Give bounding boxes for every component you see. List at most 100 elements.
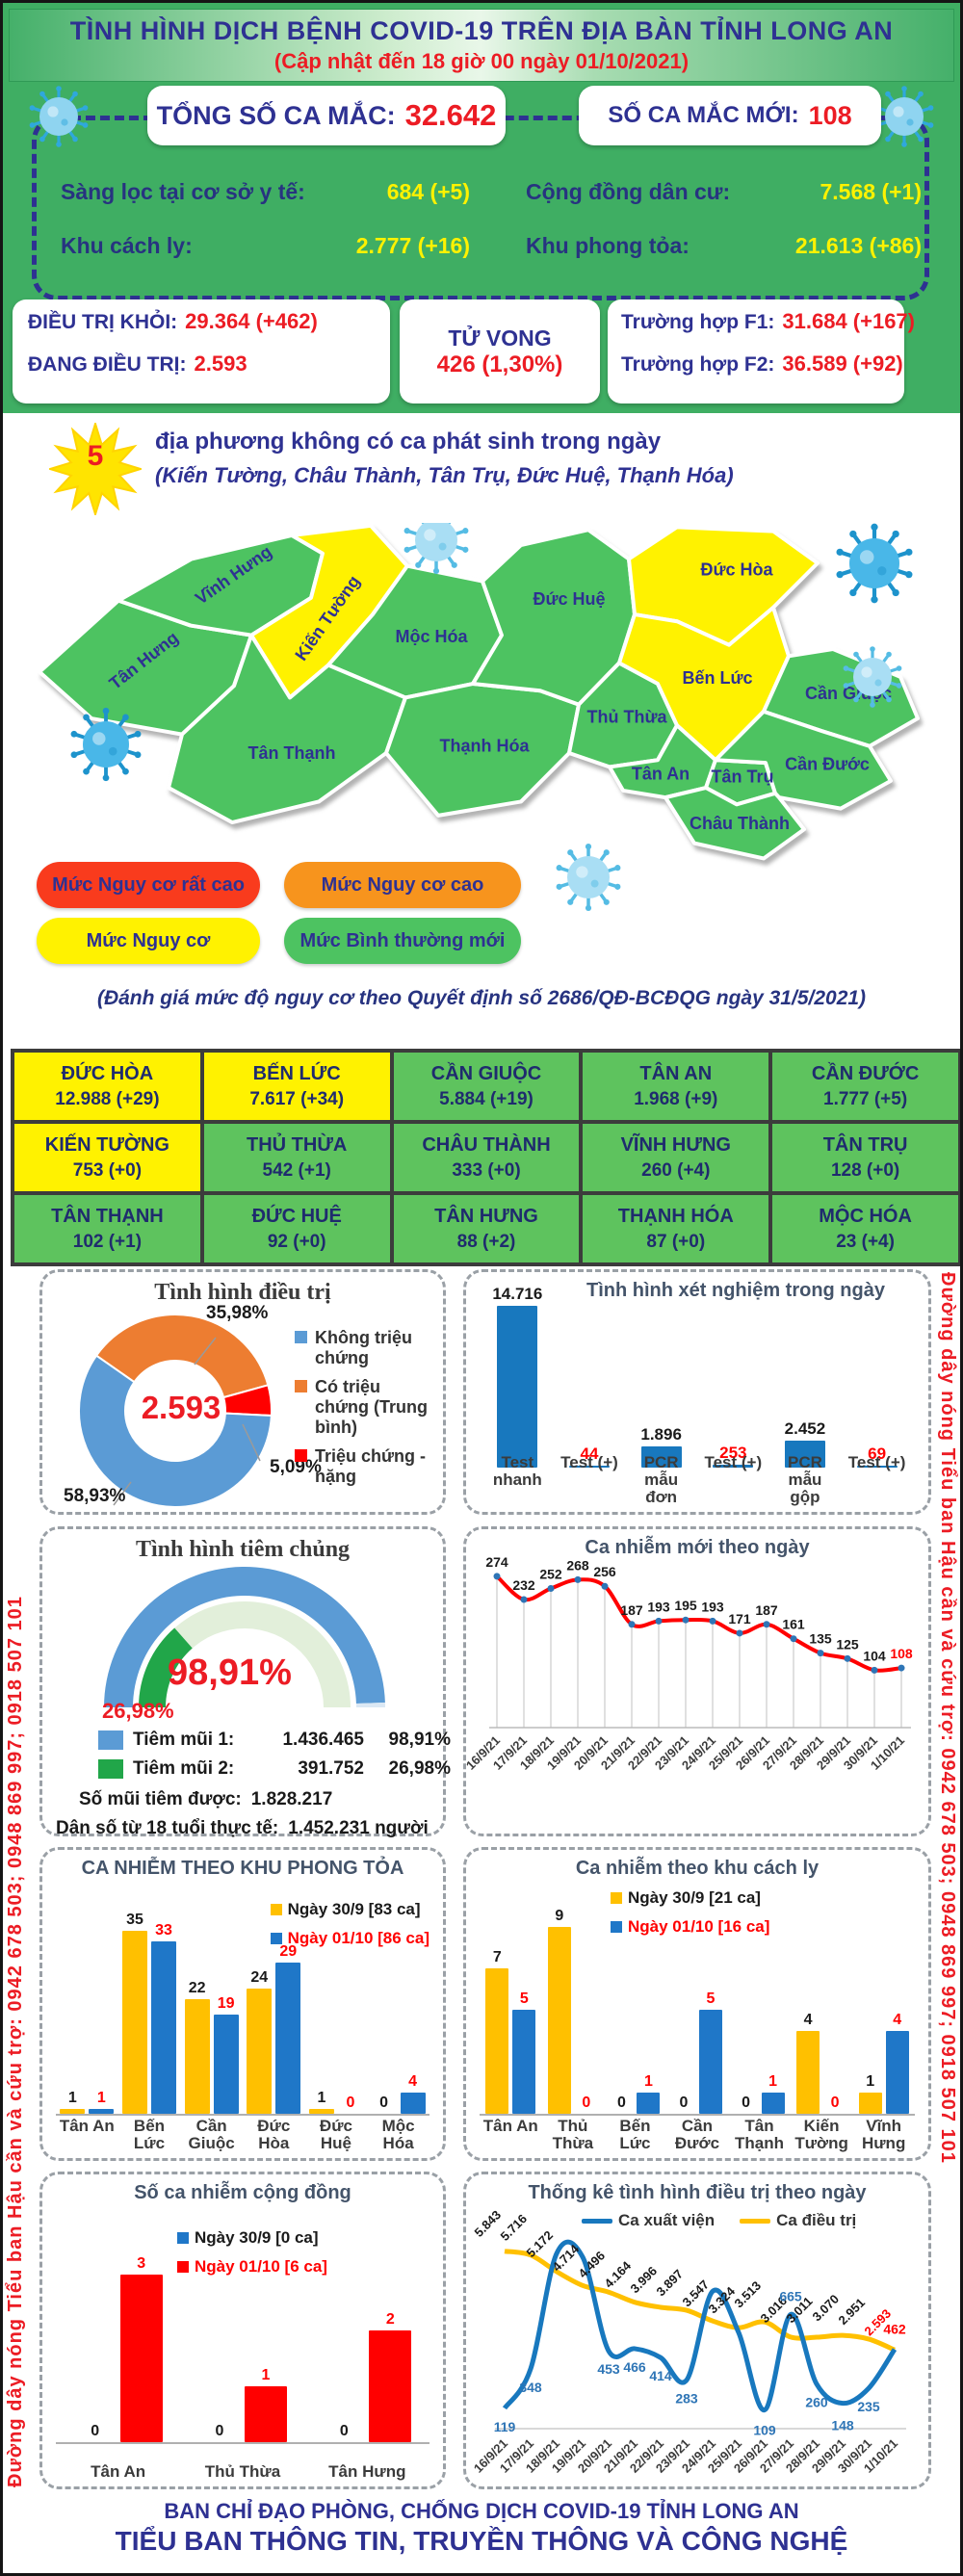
data-point — [736, 1629, 743, 1637]
gauge-dose1-arc — [104, 1567, 385, 1707]
bar-value-label: 0 — [215, 2423, 224, 2439]
f1-value: 31.684 (+167) — [782, 309, 915, 333]
category-label: Thủ Thừa — [204, 2462, 281, 2482]
bar-value-label: 5 — [519, 1991, 529, 2008]
bar-value-label: 1 — [768, 2073, 777, 2091]
bar-value-label: 4 — [803, 2011, 813, 2028]
point-label: 453 — [597, 2361, 620, 2377]
bar-value-label: 2 — [385, 2311, 395, 2328]
bar-group: 22 19 — [184, 1980, 239, 2114]
risk-legend-item: Mức Nguy cơ — [37, 918, 260, 964]
map-district-label: Tân Thạnh — [248, 743, 336, 763]
bar-value-label: 3 — [137, 2255, 146, 2272]
point-label: 665 — [779, 2288, 802, 2303]
population-row: Dân số từ 18 tuổi thực tế: 1.452.231 ngườ… — [56, 1818, 429, 1838]
bar-value-label: 24 — [250, 1968, 269, 1986]
category-label: Kiến Tường — [794, 2117, 848, 2153]
point-label: 348 — [519, 2380, 542, 2395]
point-label: 260 — [805, 2395, 828, 2410]
donut-pct-label: 5,09% — [270, 1457, 322, 1477]
district-name: BẾN LỨC — [252, 1062, 341, 1084]
district-cell: THỦ THỪA 542 (+1) — [201, 1122, 392, 1193]
category-label: PCR mẫu đơn — [643, 1453, 679, 1507]
data-point — [682, 1616, 690, 1624]
legend-item: Có triệu chứng (Trung bình) — [295, 1377, 439, 1437]
legend-item: Ngày 30/9 [83 ca] — [270, 1900, 429, 1919]
bar-value-label: 0 — [346, 2095, 355, 2111]
district-name: THẠNH HÓA — [617, 1205, 734, 1227]
data-point — [547, 1585, 555, 1593]
chart-legend: Ngày 30/9 [0 ca] Ngày 01/10 [6 ca] — [177, 2228, 327, 2277]
data-point — [601, 1582, 609, 1590]
data-point — [709, 1617, 716, 1625]
data-point — [655, 1617, 663, 1625]
point-label: 3.897 — [654, 2267, 687, 2300]
map-district-label: Tân Trụ — [711, 767, 773, 786]
point-label: 171 — [728, 1611, 751, 1626]
district-name: KIẾN TƯỜNG — [44, 1133, 169, 1156]
category-label: Thủ Thừa — [552, 2117, 594, 2153]
community-chart-card: Số ca nhiễm cộng đồng Ngày 30/9 [0 ca] Ngà… — [39, 2172, 446, 2489]
category-label: PCR mẫu gộp — [788, 1453, 822, 1507]
district-cell: BẾN LỨC 7.617 (+34) — [201, 1051, 392, 1122]
data-point — [628, 1621, 636, 1628]
data-point — [790, 1635, 797, 1643]
map-district-label: Đức Huệ — [533, 589, 605, 609]
lockdown-chart-card: CA NHIỄM THEO KHU PHONG TỎA Ngày 30/9 [83… — [39, 1847, 446, 2161]
f2-label: Trường hợp F2: — [621, 353, 775, 376]
map-district-label: Cần Đước — [785, 754, 870, 773]
district-value: 1.968 (+9) — [634, 1088, 718, 1109]
bar-value-label: 14.716 — [492, 1285, 543, 1303]
district-value: 542 (+1) — [262, 1159, 331, 1181]
bar — [485, 1968, 509, 2114]
risk-legend-item: Mức Bình thường mới — [284, 918, 521, 964]
vaccination-legend: Tiêm mũi 1: 1.436.465 98,91% Tiêm mũi 2: 391… — [56, 1726, 451, 1843]
total-doses-row: Số mũi tiêm được: 1.828.217 — [79, 1789, 333, 1809]
line-ca-xuat-vien — [502, 2239, 898, 2413]
treatment-donut-card: Tình hình điều trị 2.593 35,98% 5,09% 58,93%… — [39, 1269, 446, 1515]
data-point — [871, 1666, 878, 1674]
bar — [856, 1466, 898, 1468]
point-label: 256 — [593, 1564, 616, 1579]
district-name: CHÂU THÀNH — [422, 1133, 551, 1156]
map-district-label: Tân An — [632, 764, 690, 783]
bar-value-label: 1 — [643, 2073, 653, 2091]
line-ca-dieu-tri — [504, 2249, 896, 2353]
bar-value-label: 4 — [893, 2011, 902, 2028]
page-subtitle: (Cập nhật đến 18 giờ 00 ngày 01/10/2021) — [273, 49, 690, 73]
bar-value-label: 0 — [582, 2095, 591, 2111]
bar-value-label: 0 — [679, 2095, 689, 2111]
map-district-label: Thủ Thừa — [586, 707, 667, 726]
district-value: 753 (+0) — [72, 1159, 143, 1181]
legend-item: Ngày 01/10 [6 ca] — [177, 2257, 327, 2277]
data-point — [763, 1621, 770, 1628]
bar — [244, 2386, 287, 2442]
risk-legend-item: Mức Nguy cơ cao — [284, 862, 521, 908]
point-label: 161 — [782, 1617, 805, 1632]
category-label: Cần Đước — [674, 2117, 720, 2153]
bar — [369, 2330, 412, 2442]
starburst-icon — [49, 423, 142, 515]
legend-item: Triệu chứng - nặng — [295, 1446, 439, 1486]
f2-value: 36.589 (+92) — [782, 351, 903, 376]
chart-title: Ca nhiễm mới theo ngày — [585, 1537, 810, 1558]
lockdown-value: 21.613 (+86) — [794, 232, 922, 258]
point-label: 135 — [809, 1631, 832, 1647]
bar — [885, 2030, 909, 2114]
virus-icon — [874, 86, 934, 147]
new-cases-label: SỐ CA MẮC MỚI: — [608, 102, 799, 128]
chart-title: CA NHIỄM THEO KHU PHONG TỎA — [81, 1858, 404, 1879]
no-new-cases-list: (Kiến Tường, Châu Thành, Tân Trụ, Đức Hu… — [155, 463, 734, 487]
chart-title: Ca nhiễm theo khu cách ly — [575, 1858, 820, 1879]
legend-item: Ngày 01/10 [16 ca] — [611, 1917, 769, 1937]
bar — [275, 1962, 301, 2114]
hotline-text-right: Đường dây nóng Tiểu ban Hậu cần và cứu t… — [937, 1272, 958, 2164]
district-cell: CHÂU THÀNH 333 (+0) — [391, 1122, 582, 1193]
district-value: 333 (+0) — [452, 1159, 521, 1181]
